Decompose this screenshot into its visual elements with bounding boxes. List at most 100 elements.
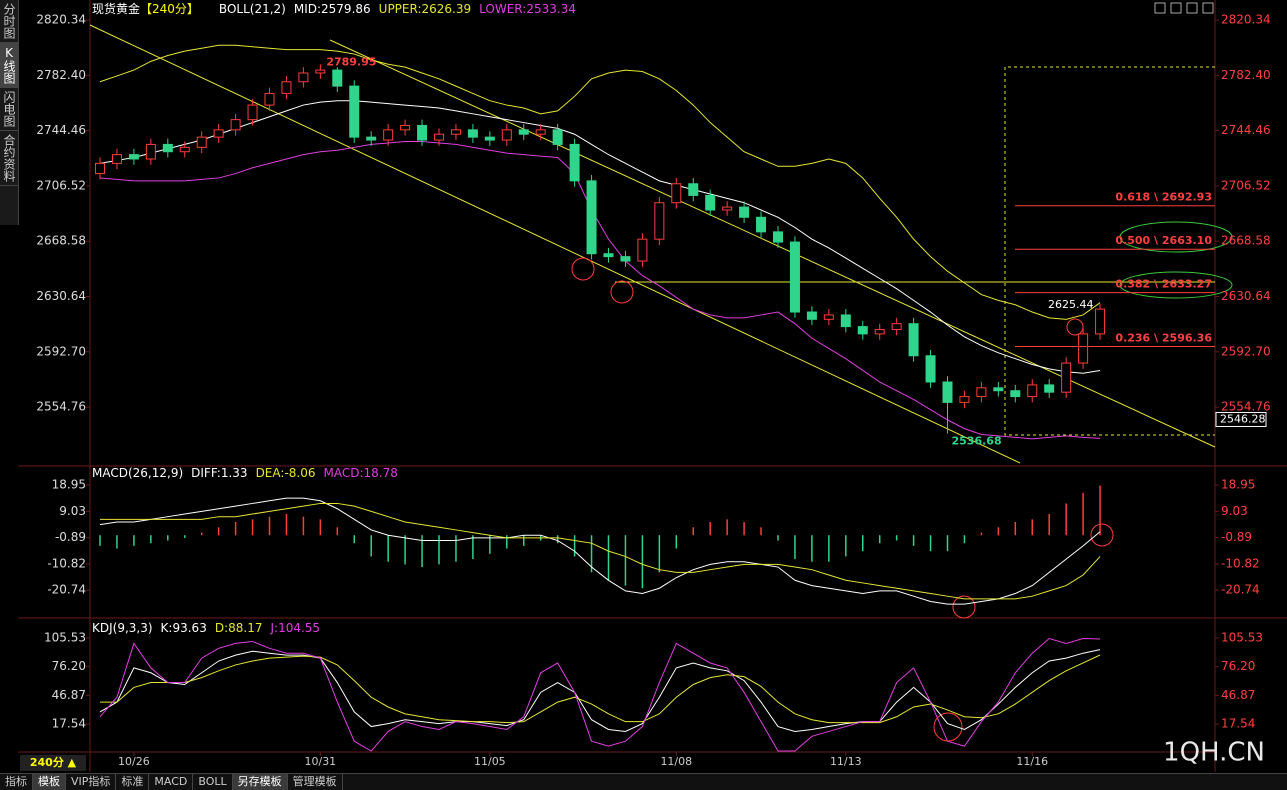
- x-tick-label: 11/13: [830, 755, 862, 768]
- candle-body: [111, 154, 122, 164]
- x-tick-label: 10/31: [304, 755, 336, 768]
- legend-name: J:: [269, 621, 278, 635]
- candle-body: [417, 124, 428, 141]
- bottom-tab[interactable]: 指标: [0, 774, 33, 790]
- candle-body: [806, 311, 817, 320]
- price-marker-label: 2546.28: [1220, 412, 1266, 425]
- legend-value: 2626.39: [422, 2, 472, 16]
- legend-value: -8.06: [284, 466, 315, 480]
- y-tick-label: 2782.40: [1221, 68, 1271, 82]
- candle-body: [332, 69, 343, 87]
- side-tab[interactable]: 分时图: [0, 0, 18, 43]
- side-tab[interactable]: 合约资料: [0, 131, 18, 186]
- tool-icon[interactable]: [1170, 2, 1182, 14]
- indicator-line: [100, 654, 1101, 724]
- candle-body: [637, 238, 648, 262]
- candle-body: [569, 143, 580, 182]
- candle-body: [671, 183, 682, 204]
- watermark: 1QH.CN: [1163, 738, 1265, 768]
- side-tab[interactable]: 闪电图: [0, 88, 18, 131]
- legend-value: 1.33: [221, 466, 248, 480]
- mark-circle: [571, 257, 595, 281]
- indicator-line: [99, 100, 1101, 374]
- bottom-tab[interactable]: 另存模板: [232, 774, 288, 790]
- candle-body: [603, 253, 614, 258]
- y-tick-label: 2592.70: [1221, 344, 1271, 358]
- candle-body: [976, 387, 987, 398]
- side-tab[interactable]: K线图: [0, 43, 18, 88]
- price-marker-box: [1215, 411, 1267, 427]
- candle-body: [196, 136, 207, 148]
- y-tick-label: 2668.58: [36, 234, 86, 248]
- panel-header: 现货黄金【240分】 BOLL(21,2) MID:2579.86 UPPER:262…: [92, 1, 576, 16]
- candle-body: [1010, 390, 1021, 398]
- bottom-tab[interactable]: VIP指标: [66, 774, 117, 790]
- period-button[interactable]: 240分 ▲: [20, 755, 86, 771]
- candle-body: [891, 323, 902, 331]
- candle-body: [1061, 362, 1072, 393]
- fib-label: 0.500 \ 2663.10: [1115, 234, 1212, 247]
- mark-circle: [1090, 523, 1114, 547]
- bottom-tab[interactable]: 模板: [33, 774, 66, 790]
- candle-body: [705, 194, 716, 211]
- mark-circle: [610, 280, 634, 304]
- legend-name: K:: [161, 621, 173, 635]
- candle-body: [773, 231, 783, 243]
- bottom-tab[interactable]: 管理模板: [288, 774, 343, 790]
- candle-body: [874, 329, 885, 335]
- legend-name: D:: [215, 621, 228, 635]
- legend-value: 104.55: [278, 621, 320, 635]
- candle-body: [1078, 333, 1089, 364]
- y-tick-label: 76.20: [52, 659, 86, 673]
- indicator-line: [99, 44, 1101, 320]
- tool-icon[interactable]: [1186, 2, 1198, 14]
- channel-line: [89, 24, 1021, 464]
- last-high-label: 2625.44: [1048, 298, 1094, 311]
- candle-body: [654, 202, 665, 240]
- candle-body: [213, 129, 224, 138]
- indicator-title: KDJ(9,3,3): [92, 621, 153, 635]
- y-tick-label: -20.74: [1221, 583, 1260, 597]
- candle-body: [450, 129, 461, 135]
- y-tick-label: 18.95: [1221, 478, 1255, 492]
- annotation-marks: [571, 221, 1233, 742]
- y-tick-label: 2782.40: [36, 68, 86, 82]
- y-tick-label: 2630.64: [36, 289, 86, 303]
- bottom-tab[interactable]: MACD: [149, 774, 194, 790]
- candle-body: [756, 216, 767, 233]
- indicator-line: [99, 141, 1101, 440]
- candle-body: [857, 326, 868, 335]
- candle-body: [993, 387, 1004, 392]
- x-tick-label: 11/08: [660, 755, 692, 768]
- y-tick-label: 105.53: [44, 631, 86, 645]
- candle-body: [467, 129, 478, 138]
- candle-body: [383, 129, 394, 141]
- candle-body: [823, 314, 834, 320]
- panel-header: MACD(26,12,9) DIFF:1.33 DEA:-8.06 MACD:18.7…: [92, 466, 398, 480]
- candle-body: [942, 381, 953, 403]
- legend-name: MACD:: [324, 466, 364, 480]
- y-tick-label: 2592.70: [36, 344, 86, 358]
- candle-body: [1095, 308, 1106, 335]
- candle-body: [908, 323, 919, 357]
- mark-circle: [1066, 318, 1084, 336]
- candle-body: [722, 206, 733, 211]
- candle-body: [484, 136, 495, 141]
- bottom-tabs: 指标 模板 VIP指标 标准 MACD BOLL 另存模板 管理模板: [0, 773, 1287, 790]
- fib-label: 0.382 \ 2633.27: [1115, 278, 1212, 291]
- bottom-tab[interactable]: BOLL: [193, 774, 233, 790]
- bottom-tab[interactable]: 标准: [116, 774, 150, 790]
- y-tick-label: -0.89: [1221, 530, 1252, 544]
- legend-name: MID:: [294, 2, 321, 16]
- candle-body: [281, 81, 292, 94]
- candle-body: [95, 162, 105, 175]
- tool-icon[interactable]: [1202, 2, 1214, 14]
- x-tick-label: 10/26: [118, 755, 150, 768]
- y-tick-label: 2706.52: [36, 178, 86, 192]
- legend-name: DEA:: [256, 466, 285, 480]
- toolbar[interactable]: [1154, 2, 1214, 14]
- candle-body: [1044, 384, 1055, 393]
- tool-icon[interactable]: [1154, 2, 1166, 14]
- indicator-line: [99, 649, 1101, 732]
